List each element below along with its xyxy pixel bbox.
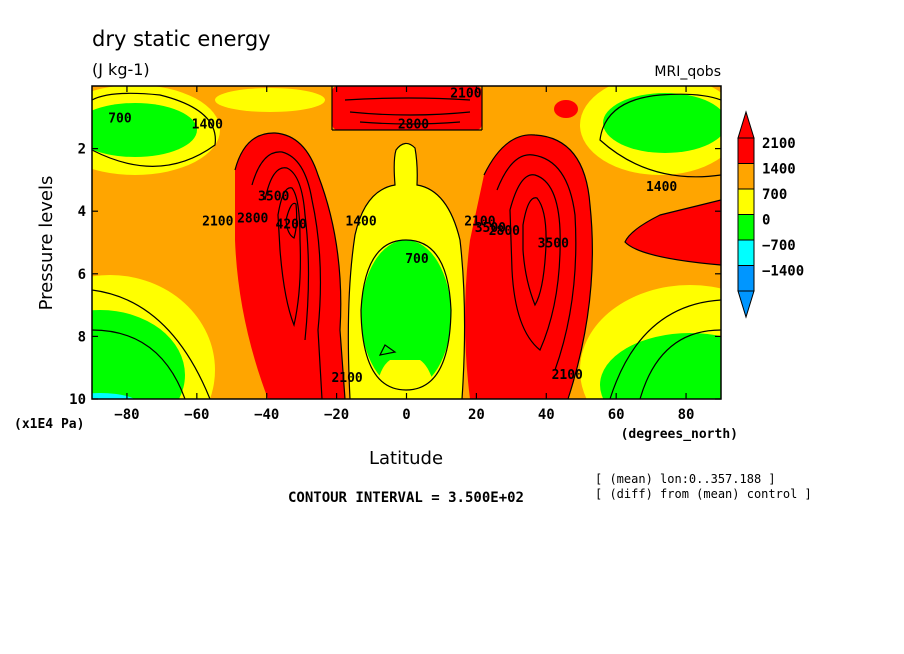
y-tick-label: 2 xyxy=(78,142,86,158)
y-axis-title: Pressure levels xyxy=(36,176,57,311)
contour-label: 2100 xyxy=(552,368,583,383)
x-tick-label: 80 xyxy=(678,407,695,423)
colorbar-under-arrow xyxy=(737,290,755,319)
plot-area xyxy=(92,86,721,399)
colorbar-label: 0 xyxy=(762,212,770,228)
contour-label: 3500 xyxy=(475,221,506,236)
colorbar-segment xyxy=(737,214,755,241)
contour-label: 2100 xyxy=(202,215,233,230)
y-axis-units: (x1E4 Pa) xyxy=(14,417,84,432)
chart-units: (J kg-1) xyxy=(92,60,150,79)
y-tick-label: 10 xyxy=(69,392,86,408)
x-tick-label: −40 xyxy=(254,407,279,423)
contour-label: 2100 xyxy=(464,215,495,230)
colorbar-segment xyxy=(737,188,755,215)
contour-label: 700 xyxy=(108,111,132,126)
contour-label: 2800 xyxy=(237,211,268,226)
x-axis-units: (degrees_north) xyxy=(621,427,738,442)
x-tick-label: −80 xyxy=(114,407,139,423)
contour-label: 4200 xyxy=(276,218,307,233)
x-axis-title: Latitude xyxy=(369,448,443,469)
y-tick-label: 8 xyxy=(78,329,86,345)
colorbar-label: 700 xyxy=(762,187,787,203)
contour-label: 1400 xyxy=(192,118,223,133)
y-axis: 2 4 6 8 10 xyxy=(69,142,721,408)
colorbar-segment xyxy=(737,239,755,266)
colorbar-label: 2100 xyxy=(762,136,796,152)
x-axis: −80 −60 −40 −20 0 20 40 60 80 xyxy=(114,86,694,423)
colorbar: 2100 1400 700 0 −700 −1400 xyxy=(737,110,804,319)
contour-label: 1400 xyxy=(345,215,376,230)
contour-label: 3500 xyxy=(258,190,289,205)
x-tick-label: −20 xyxy=(324,407,349,423)
colorbar-label: −1400 xyxy=(762,263,804,279)
colorbar-over-arrow xyxy=(737,110,755,139)
contour-label: 2100 xyxy=(450,86,481,101)
contour-interval: CONTOUR INTERVAL = 3.500E+02 xyxy=(288,490,524,506)
contour-label: 1400 xyxy=(646,180,677,195)
x-tick-label: 60 xyxy=(608,407,625,423)
contour-label: 3500 xyxy=(538,237,569,252)
x-tick-label: 0 xyxy=(402,407,410,423)
x-tick-label: −60 xyxy=(184,407,209,423)
x-tick-label: 20 xyxy=(468,407,485,423)
chart-title: dry static energy xyxy=(92,27,271,51)
contour-label: 2800 xyxy=(398,118,429,133)
colorbar-label: 1400 xyxy=(762,161,796,177)
contour-label: 2100 xyxy=(331,371,362,386)
note-mean-lon: [ (mean) lon:0..357.188 ] xyxy=(595,472,776,486)
y-tick-label: 4 xyxy=(78,204,86,220)
y-tick-label: 6 xyxy=(78,267,86,283)
colorbar-segment xyxy=(737,265,755,292)
colorbar-segment xyxy=(737,163,755,190)
model-label: MRI_qobs xyxy=(654,64,721,80)
colorbar-segment xyxy=(737,137,755,164)
colorbar-label: −700 xyxy=(762,238,796,254)
contour-label: 700 xyxy=(405,252,429,267)
x-tick-label: 40 xyxy=(538,407,555,423)
contour-label: 2800 xyxy=(489,224,520,239)
note-diff-control: [ (diff) from (mean) control ] xyxy=(595,487,812,501)
